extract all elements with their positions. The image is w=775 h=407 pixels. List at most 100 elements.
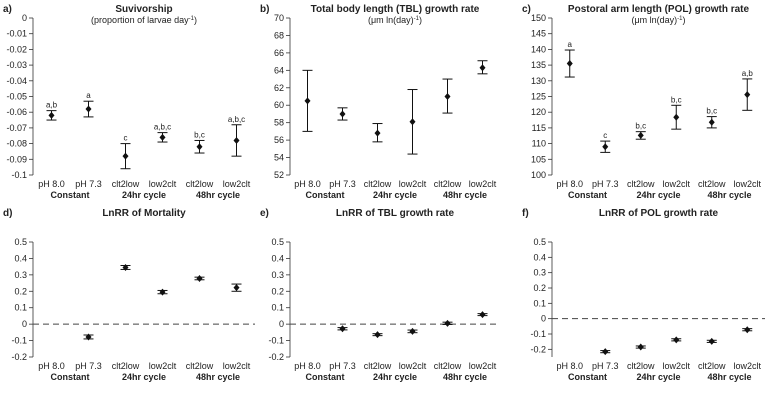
x-tick-label: low2clt [149,179,177,189]
data-point [637,131,644,139]
chart-panel-1: a) Suvivorship(proportion of larvae day-1… [3,4,251,200]
significance-label: b,c [706,107,717,116]
y-tick-label: -0.03 [6,60,27,70]
y-tick-label: 0 [279,319,284,329]
y-tick-label: 58 [274,118,284,128]
significance-label: a,b,c [228,115,245,124]
data-point [744,91,751,99]
chart-panel-4: d) LnRR of Mortality 0.5 0.4 0.3 0.2 0.1 0 -0.1 -… [3,208,255,382]
x-group-label: Constant [306,190,345,200]
x-tick-label: pH 7.3 [329,179,356,189]
y-tick-label: -0.04 [6,76,27,86]
y-tick-label: -0.08 [6,139,27,149]
x-tick-label: pH 7.3 [592,361,619,371]
y-tick-label: 125 [531,92,546,102]
x-group-label: Constant [568,190,607,200]
y-tick-label: 0.4 [14,253,27,263]
y-tick-label: 105 [531,154,546,164]
significance-label: c [124,134,128,143]
y-tick-label: 0 [22,13,27,23]
y-tick-label: 0 [22,319,27,329]
data-point [479,311,486,319]
x-group-label: 24hr cycle [373,372,417,382]
significance-label: a,b [742,69,754,78]
x-tick-label: clt2low [186,361,214,371]
subtitle-end: ) [419,15,422,25]
x-tick-label: clt2low [698,361,726,371]
data-point [85,105,92,113]
x-group-label: Constant [568,372,607,382]
y-tick-label: -0.2 [268,352,284,362]
data-point [409,118,416,126]
y-tick-label: 130 [531,76,546,86]
chart-panel-3: c) Postoral arm length (POL) growth rate(… [522,4,762,200]
y-tick-label: -0.05 [6,92,27,102]
x-tick-label: clt2low [112,361,140,371]
x-tick-label: clt2low [627,361,655,371]
x-tick-label: pH 7.3 [75,179,102,189]
x-tick-label: low2clt [149,361,177,371]
x-tick-label: clt2low [434,179,462,189]
x-tick-label: low2clt [223,361,251,371]
panel-letter: b) [260,4,269,15]
x-tick-label: pH 8.0 [556,361,583,371]
significance-label: c [603,131,607,140]
data-point [673,336,680,344]
data-point [196,274,203,282]
panel-letter: c) [522,4,531,15]
significance-label: a,b [46,101,58,110]
x-group-label: Constant [306,372,345,382]
data-point [708,118,715,126]
x-tick-label: low2clt [662,179,690,189]
y-tick-label: -0.1 [530,329,546,339]
x-tick-label: low2clt [469,361,497,371]
data-point [566,60,573,68]
x-tick-label: clt2low [364,361,392,371]
data-point [602,348,609,356]
chart-title: LnRR of Mortality [102,208,186,219]
x-tick-label: low2clt [733,179,761,189]
panel-letter: a) [3,4,12,15]
y-tick-label: -0.02 [6,44,27,54]
subtitle-end: ) [683,15,686,25]
data-point [708,337,715,345]
chart-subtitle: (proportion of larvae day-1) [91,15,197,25]
data-point [444,93,451,100]
subtitle-superscript: -1 [189,16,195,22]
y-tick-label: 110 [532,139,546,149]
subtitle-text: (μm ln(day) [631,15,677,25]
y-tick-label: 0.1 [271,303,284,313]
chart-panel-6: f) LnRR of POL growth rate 0.5 0.4 0.3 0.2 0.1… [522,208,765,382]
subtitle-superscript: -1 [414,16,420,22]
data-point [233,136,240,144]
panel-letter: d) [3,208,12,219]
y-tick-label: 0.2 [533,283,546,293]
data-point [374,331,381,339]
y-tick-label: 0 [541,314,546,324]
x-tick-label: pH 7.3 [329,361,356,371]
y-tick-label: 140 [531,44,546,54]
x-tick-label: pH 7.3 [75,361,102,371]
subtitle-text: (proportion of larvae day [91,15,189,25]
data-point [409,327,416,335]
y-tick-label: 0.2 [271,286,284,296]
x-tick-label: clt2low [698,179,726,189]
y-tick-label: 0.5 [14,237,27,247]
y-tick-label: 0.1 [533,298,546,308]
y-tick-label: 54 [274,153,284,163]
y-tick-label: -0.06 [6,107,27,117]
y-tick-label: 145 [531,29,546,39]
y-tick-label: -0.1 [11,170,27,180]
x-tick-label: pH 8.0 [38,179,65,189]
data-point [673,113,680,121]
data-point [159,133,166,141]
x-group-label: 48hr cycle [196,372,240,382]
y-tick-label: -0.09 [6,154,27,164]
x-group-label: 48hr cycle [443,190,487,200]
x-tick-label: pH 8.0 [556,179,583,189]
x-tick-label: pH 8.0 [294,179,321,189]
y-tick-label: -0.1 [11,336,27,346]
y-tick-label: 0.3 [533,268,546,278]
data-point [122,263,129,271]
